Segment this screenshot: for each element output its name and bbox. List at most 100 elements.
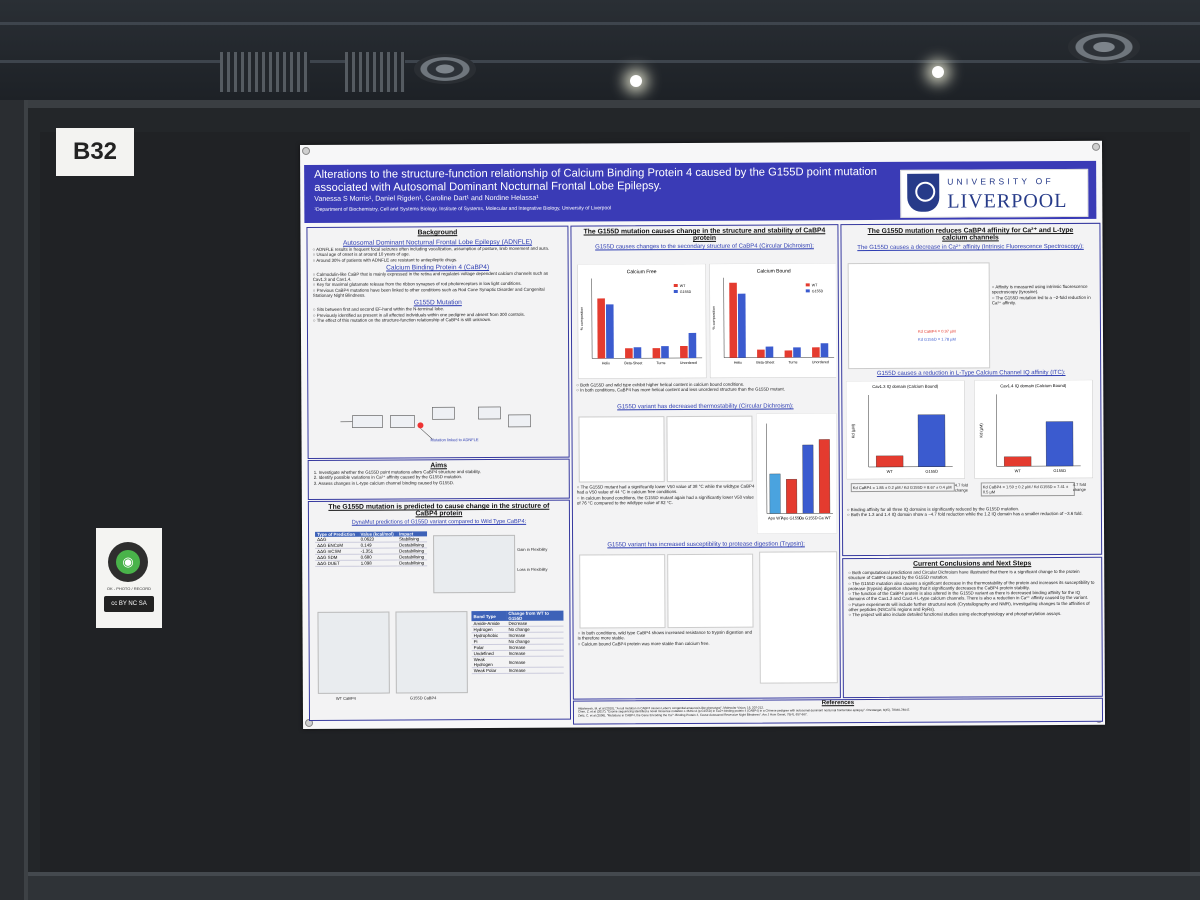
creative-commons-icon: cc BY NC SA	[104, 596, 154, 612]
bar	[625, 348, 633, 359]
affinity-panel: The G155D mutation reduces CaBP4 affinit…	[840, 222, 1103, 557]
aim-item: 3. Assess changes in L-type calcium chan…	[313, 479, 455, 486]
tick-label: Unordered	[812, 360, 829, 364]
ceiling	[0, 0, 1200, 100]
table-row: Weak Polar Increase	[471, 667, 564, 674]
tick-label: Unordered	[680, 361, 697, 365]
card-text: OK - PHOTO / RECORD	[106, 586, 152, 591]
iq14-fold-change: 4.7 fold change	[1072, 481, 1086, 492]
legend-label: WT	[812, 283, 818, 287]
prediction-panel: The G155D mutation is predicted to cause…	[307, 499, 572, 721]
section-title: Background	[417, 229, 458, 237]
chart-frame	[973, 379, 1094, 479]
loss-flexibility-label: Loss in Flexibility	[517, 566, 548, 572]
table-header: Change from WT to G155D	[506, 610, 564, 621]
kd-wt-label: Kd CaBP4 = 0.97 µM	[917, 328, 956, 334]
section-title: The G155D mutation is predicted to cause…	[328, 502, 550, 518]
bond-table: Bond Type Change from WT to G155D Amide-A…	[471, 610, 564, 674]
tick-label: Ca G155D	[799, 515, 818, 520]
table-cell: 1.098	[358, 559, 398, 567]
poster-header: Alterations to the structure-function re…	[304, 160, 1097, 223]
y-axis-label: % composition	[712, 306, 716, 329]
booth-number: B32	[56, 128, 134, 176]
bullet: ○ Calcium bound CaBP4 protein was more s…	[577, 640, 710, 647]
logo-text: LIVERPOOL	[947, 189, 1068, 213]
iq14-kd-box: Kd CaBP4 = 1.59 ± 0.2 µM / Kd G155D = 7.…	[980, 481, 1075, 497]
tick-label: Apo WT	[768, 515, 783, 520]
protein-structure-image	[433, 534, 516, 594]
bar	[688, 332, 697, 358]
dynamut-table: Type of Prediction Value (kcal/mol) Impact…	[315, 531, 428, 567]
y-axis-label: Kd (µM)	[850, 423, 855, 438]
trypsin-v50-chart	[759, 551, 838, 684]
bar	[1004, 456, 1032, 467]
background-panel: Background Autosomal Dominant Nocturnal …	[306, 225, 570, 459]
legend-swatch	[805, 289, 810, 293]
tick-label: Beta-Sheet	[756, 361, 774, 365]
table-cell: Destabilising	[397, 547, 428, 554]
bullet: ○ Previous CaBP4 mutations have been lin…	[312, 286, 545, 299]
subsection-title: DynaMut predictions of G155D variant com…	[351, 518, 527, 526]
g155d-structure-image	[395, 611, 468, 694]
table-cell: Destabilising	[397, 559, 428, 566]
bullet: ○ The G155D mutation led to a ~2-fold re…	[991, 294, 1091, 306]
thermal-melt-bound-chart	[666, 415, 753, 483]
subsection-title: G155D variant has increased susceptibili…	[607, 541, 805, 549]
bar	[786, 479, 798, 514]
bullet: ○ In calcium bound conditions, the G155D…	[576, 494, 754, 506]
logo-text: UNIVERSITY OF	[947, 176, 1054, 187]
subsection-title: G155D causes a reduction in L-Type Calci…	[876, 369, 1066, 377]
tick-label: Apo G155D	[781, 515, 802, 520]
ceiling-diffuser	[414, 54, 476, 84]
iq13-kd-box: Kd CaBP4 = 1.85 ± 0.2 µM / Kd G155D = 8.…	[850, 482, 955, 493]
pushpin	[1091, 142, 1101, 151]
legend-swatch	[673, 284, 678, 288]
legend-label: G155D	[812, 289, 824, 293]
chart-title: Calcium Free	[627, 269, 657, 275]
secondary-structure-charts: Calcium Free WT G155D Helix Beta-Sheet Turns U…	[577, 263, 837, 379]
ceiling-vent-grille	[220, 52, 310, 92]
bullet: ○ Both the 1.3 and 1.4 IQ domain show a …	[846, 511, 1083, 518]
bar	[661, 346, 669, 359]
table-header: Bond Type	[471, 610, 507, 622]
poster-title: Alterations to the structure-function re…	[314, 165, 877, 194]
poster-affiliation: ¹Department of Biochemistry, Cell and Sy…	[314, 205, 612, 213]
legend-label: G155D	[680, 290, 692, 294]
bullet: ○ In both conditions, CaBP4 has more hel…	[576, 386, 785, 393]
chart-title: Cav1.3 IQ domain (Calcium Bound)	[872, 384, 939, 389]
bullet: ○ Around 30% of patients with ADNFLE are…	[312, 256, 458, 263]
table-cell: Weak Polar	[471, 667, 507, 674]
bullet: ○ Affinity is measured using intrinsic f…	[991, 283, 1088, 295]
crest-icon	[907, 173, 940, 212]
iq13-fold-change: 4.7 fold change	[954, 482, 968, 493]
trypsin-bound-chart	[667, 553, 754, 629]
tick-label: G155D	[1053, 468, 1066, 473]
structure-panel: The G155D mutation causes change in the …	[570, 224, 841, 700]
bullet: ○ The effect of this mutation on the str…	[312, 316, 492, 323]
y-axis-label: Kd (µM)	[978, 423, 983, 438]
section-title: The G155D mutation reduces CaBP4 affinit…	[867, 226, 1074, 242]
ceiling-vent-grille	[345, 52, 405, 92]
gain-flexibility-label: Gain in Flexibility	[517, 546, 548, 552]
bar	[757, 349, 765, 358]
aims-panel: Aims 1. Investigate whether the G155D po…	[307, 458, 570, 500]
tick-label: WT	[1015, 468, 1022, 473]
subsection-title: G155D causes changes to the secondary st…	[595, 243, 814, 251]
tick-label: Helix	[602, 361, 610, 365]
bar	[765, 346, 774, 358]
table-cell: Increase	[506, 656, 564, 668]
legend-label: WT	[680, 284, 686, 288]
table-row: ΔΔG DUET 1.098 Destabilising	[315, 559, 428, 567]
tick-label: G155D	[925, 469, 938, 474]
table-cell: Weak Hydrogen	[471, 656, 507, 668]
bar	[793, 347, 801, 358]
pushpin	[302, 146, 311, 155]
bar	[784, 350, 793, 358]
chart-title: Cav1.4 IQ domain (Calcium Bound)	[1000, 383, 1067, 388]
bar	[737, 293, 746, 358]
bar	[802, 444, 814, 514]
bar	[917, 414, 946, 467]
fluorescence-titration-chart	[847, 262, 991, 370]
tick-label: Turns	[656, 361, 665, 365]
tick-label: Turns	[788, 360, 797, 364]
